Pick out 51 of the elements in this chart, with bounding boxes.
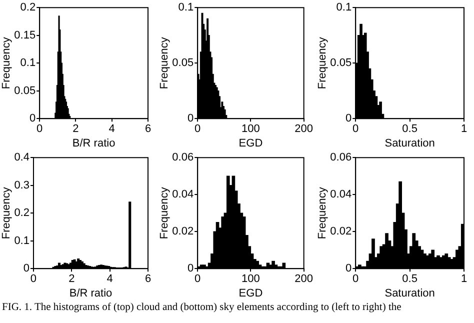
x-axis-title: Saturation — [384, 287, 435, 300]
y-tick-label: 0.2 — [14, 207, 30, 220]
y-tick-label: 0.15 — [14, 29, 36, 42]
y-tick-label: 0 — [187, 112, 194, 125]
x-tick-label: 100 — [242, 273, 260, 286]
x-axis-title: B/R ratio — [72, 137, 116, 150]
y-tick-label: 0.05 — [14, 84, 36, 97]
y-tick-label: 0.02 — [330, 226, 352, 238]
x-tick-label: 1 — [460, 123, 468, 136]
x-axis-title: EGD — [238, 137, 263, 150]
y-tick-label: 0.05 — [172, 57, 194, 70]
y-tick-label: 0.02 — [172, 226, 194, 238]
x-tick-label: 0.5 — [402, 273, 418, 286]
x-tick-label: 0.5 — [402, 123, 418, 136]
x-tick-label: 4 — [106, 273, 113, 286]
y-tick-label: 0 — [29, 112, 36, 125]
y-tick-label: 0 — [23, 262, 30, 275]
y-tick-label: 0.2 — [20, 2, 36, 14]
x-tick-label: 2 — [72, 123, 79, 136]
y-tick-label: 0 — [187, 262, 194, 275]
y-tick-label: 0.04 — [330, 188, 352, 201]
y-tick-label: 0.1 — [14, 234, 30, 247]
x-axis-title: B/R ratio — [69, 287, 112, 300]
y-tick-label: 0.1 — [20, 57, 36, 70]
y-axis-title: Frequency — [158, 36, 171, 90]
y-tick-label: 0.04 — [172, 188, 194, 201]
y-axis-title: Frequency — [0, 186, 13, 240]
y-tick-label: 0 — [345, 112, 352, 125]
x-tick-label: 100 — [242, 123, 260, 136]
y-tick-label: 0.4 — [14, 152, 30, 164]
y-axis-title: Frequency — [316, 36, 329, 90]
y-tick-label: 0.3 — [14, 179, 30, 192]
y-axis-title: Frequency — [158, 186, 171, 240]
y-tick-label: 0.06 — [330, 152, 352, 164]
x-tick-label: 200 — [294, 123, 314, 136]
x-tick-label: 1 — [460, 273, 468, 286]
y-axis-title: Frequency — [316, 186, 329, 240]
y-axis-title: Frequency — [0, 36, 13, 90]
x-tick-label: 4 — [108, 123, 115, 136]
y-tick-label: 0.1 — [178, 2, 194, 14]
x-tick-label: 200 — [294, 273, 314, 286]
x-tick-label: 6 — [144, 123, 152, 136]
caption: FIG. 1. The histograms of (top) cloud and (bottom) sky elements according to (left to right) the — [2, 302, 402, 313]
x-axis-title: Saturation — [384, 137, 435, 150]
x-axis-title: EGD — [238, 287, 263, 300]
y-tick-label: 0.1 — [336, 2, 352, 14]
y-tick-label: 0.05 — [330, 57, 352, 70]
x-tick-label: 6 — [144, 273, 152, 286]
x-tick-label: 2 — [68, 273, 75, 286]
y-tick-label: 0 — [345, 262, 352, 275]
y-tick-label: 0.06 — [172, 152, 194, 164]
